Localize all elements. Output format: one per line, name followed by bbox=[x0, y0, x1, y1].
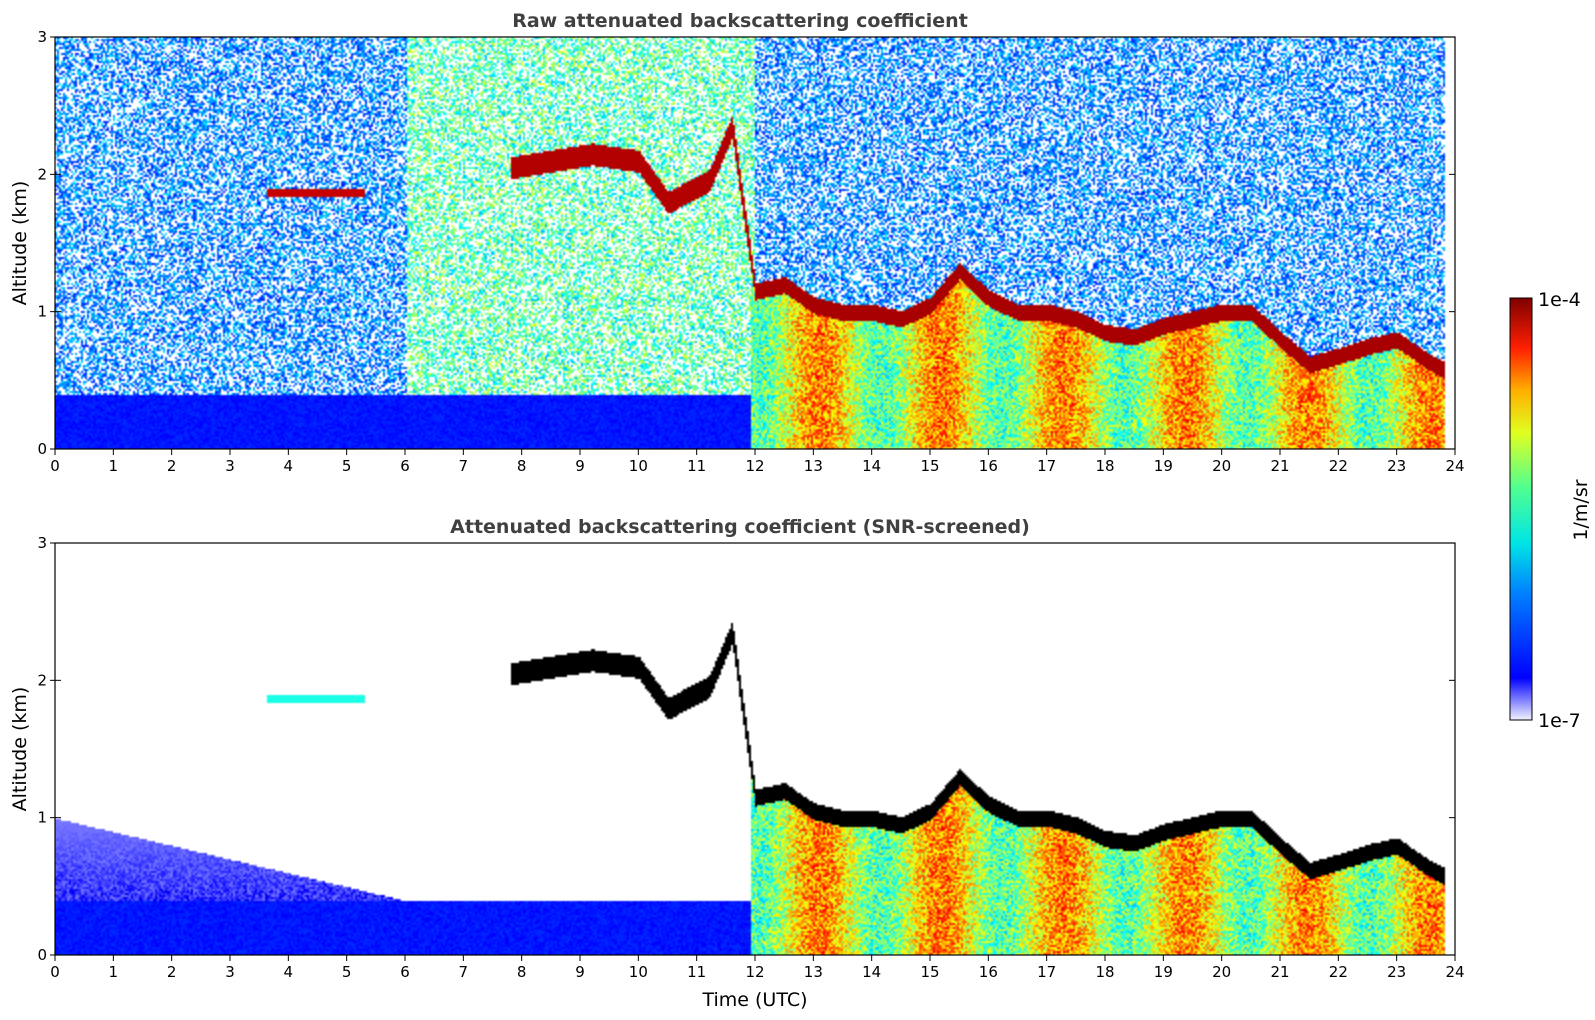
x-tick-label: 5 bbox=[342, 457, 352, 475]
x-tick-label: 17 bbox=[1037, 457, 1056, 475]
x-tick-label: 7 bbox=[459, 963, 469, 981]
x-tick-label: 17 bbox=[1037, 963, 1056, 981]
x-tick-label: 10 bbox=[629, 963, 648, 981]
heatmap-raw bbox=[55, 37, 1455, 449]
x-tick-label: 4 bbox=[284, 963, 294, 981]
x-tick-label: 11 bbox=[687, 963, 706, 981]
x-tick-label: 0 bbox=[50, 457, 60, 475]
x-tick-label: 19 bbox=[1154, 963, 1173, 981]
x-tick-label: 23 bbox=[1387, 963, 1406, 981]
panel-raw: Raw attenuated backscattering coefficien… bbox=[9, 10, 1465, 475]
y-tick-label: 0 bbox=[37, 946, 47, 964]
x-tick-label: 22 bbox=[1329, 457, 1348, 475]
x-tick-label: 12 bbox=[745, 457, 764, 475]
heatmap-screened bbox=[55, 543, 1455, 955]
x-tick-label: 20 bbox=[1212, 963, 1231, 981]
panel-title: Raw attenuated backscattering coefficien… bbox=[512, 10, 968, 32]
x-tick-label: 0 bbox=[50, 963, 60, 981]
y-tick-label: 0 bbox=[37, 440, 47, 458]
y-tick-label: 1 bbox=[37, 809, 47, 827]
colorbar-unit-label: 1/m/sr bbox=[1570, 479, 1592, 540]
x-ticks: 0 1 2 3 4 5 6 7 8 9 10 11 12 13 14 15 16 17 18 19 20 21 22 23 24 bbox=[50, 955, 1465, 981]
x-tick-label: 21 bbox=[1270, 457, 1289, 475]
x-tick-label: 14 bbox=[862, 457, 881, 475]
y-tick-label: 3 bbox=[37, 28, 47, 46]
y-ticks: 0 1 2 3 bbox=[37, 28, 1455, 458]
x-tick-label: 4 bbox=[284, 457, 294, 475]
x-axis-label: Time (UTC) bbox=[701, 989, 807, 1011]
x-ticks: 0 1 2 3 4 5 6 7 8 9 10 11 12 13 14 15 16 17 18 19 20 21 22 23 24 bbox=[50, 449, 1465, 475]
x-tick-label: 13 bbox=[804, 963, 823, 981]
x-tick-label: 18 bbox=[1095, 457, 1114, 475]
x-tick-label: 13 bbox=[804, 457, 823, 475]
x-tick-label: 9 bbox=[575, 963, 585, 981]
x-tick-label: 20 bbox=[1212, 457, 1231, 475]
y-tick-label: 2 bbox=[37, 671, 47, 689]
x-tick-label: 19 bbox=[1154, 457, 1173, 475]
x-tick-label: 21 bbox=[1270, 963, 1289, 981]
y-tick-label: 1 bbox=[37, 303, 47, 321]
x-tick-label: 14 bbox=[862, 963, 881, 981]
y-ticks: 0 1 2 3 bbox=[37, 534, 1455, 964]
x-tick-label: 6 bbox=[400, 963, 410, 981]
x-tick-label: 16 bbox=[979, 457, 998, 475]
panel-screened: Attenuated backscattering coefficient (S… bbox=[9, 516, 1465, 1011]
x-tick-label: 9 bbox=[575, 457, 585, 475]
x-tick-label: 15 bbox=[920, 963, 939, 981]
colorbar-max-label: 1e-4 bbox=[1538, 289, 1581, 311]
x-tick-label: 3 bbox=[225, 457, 235, 475]
x-tick-label: 2 bbox=[167, 457, 177, 475]
x-tick-label: 5 bbox=[342, 963, 352, 981]
y-axis-label: Altitude (km) bbox=[9, 687, 31, 812]
y-axis-label: Altitude (km) bbox=[9, 181, 31, 306]
x-tick-label: 23 bbox=[1387, 457, 1406, 475]
x-tick-label: 8 bbox=[517, 963, 527, 981]
panel-title: Attenuated backscattering coefficient (S… bbox=[450, 516, 1030, 538]
x-tick-label: 11 bbox=[687, 457, 706, 475]
x-tick-label: 24 bbox=[1445, 963, 1464, 981]
y-tick-label: 3 bbox=[37, 534, 47, 552]
x-tick-label: 8 bbox=[517, 457, 527, 475]
x-tick-label: 1 bbox=[109, 963, 119, 981]
y-tick-label: 2 bbox=[37, 165, 47, 183]
x-tick-label: 10 bbox=[629, 457, 648, 475]
x-tick-label: 16 bbox=[979, 963, 998, 981]
colorbar-gradient bbox=[1509, 297, 1533, 721]
colorbar: 1e-4 1e-7 1/m/sr bbox=[1509, 289, 1592, 732]
x-tick-label: 3 bbox=[225, 963, 235, 981]
x-tick-label: 24 bbox=[1445, 457, 1464, 475]
x-tick-label: 7 bbox=[459, 457, 469, 475]
x-tick-label: 1 bbox=[109, 457, 119, 475]
colorbar-min-label: 1e-7 bbox=[1538, 710, 1581, 732]
x-tick-label: 2 bbox=[167, 963, 177, 981]
x-tick-label: 15 bbox=[920, 457, 939, 475]
x-tick-label: 22 bbox=[1329, 963, 1348, 981]
x-tick-label: 6 bbox=[400, 457, 410, 475]
x-tick-label: 12 bbox=[745, 963, 764, 981]
x-tick-label: 18 bbox=[1095, 963, 1114, 981]
